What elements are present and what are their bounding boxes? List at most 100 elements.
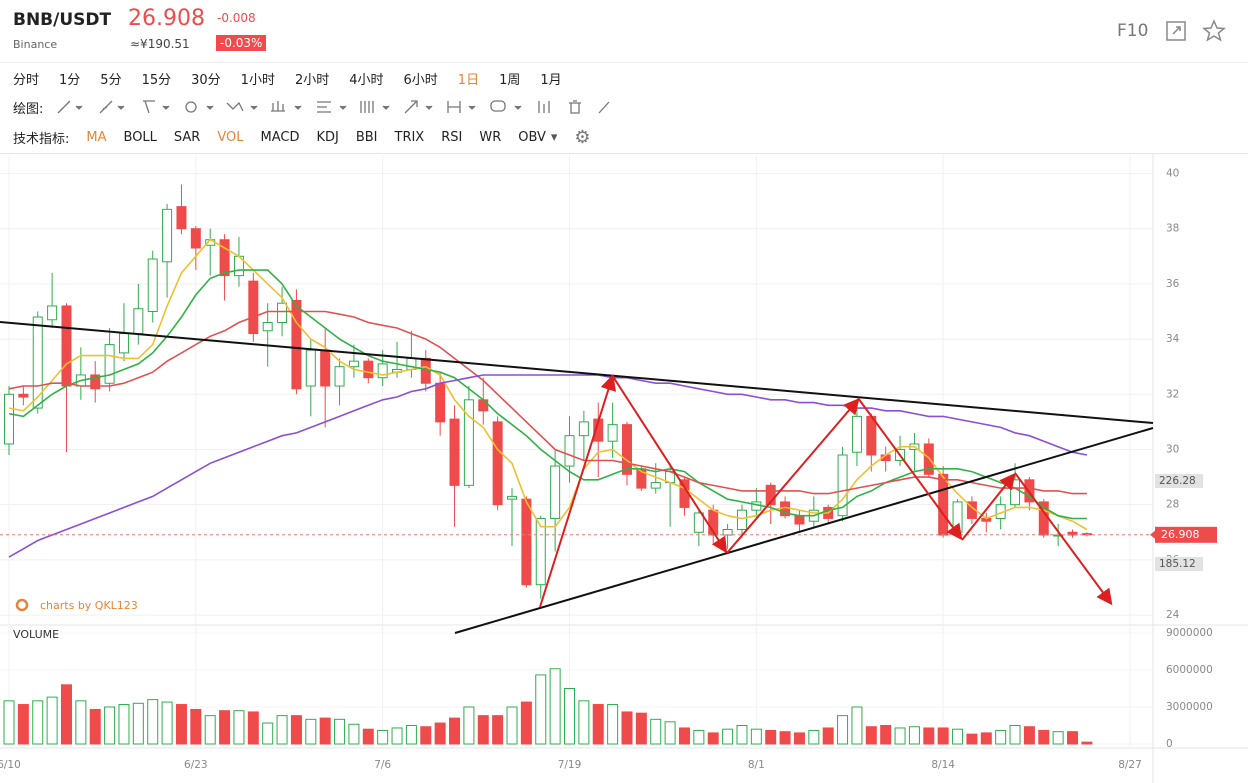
panel-title: VOLUME (13, 628, 59, 641)
indicator-tab[interactable]: BBI (355, 130, 378, 145)
trend-line (0, 321, 1154, 424)
volume-bar (334, 718, 346, 745)
candle-body (866, 415, 877, 456)
indicator-tab[interactable]: KDJ (316, 130, 339, 145)
candle-body (277, 302, 288, 324)
volume-bar (219, 710, 231, 745)
volume-bar (17, 704, 29, 745)
price-cny: ≈¥190.51 (130, 37, 190, 51)
volume-bar (635, 712, 647, 745)
y-tick-label: 3000000 (1166, 701, 1213, 713)
candle-body (794, 515, 805, 525)
period-tab[interactable]: 6小时 (403, 72, 438, 88)
volume-bar (276, 715, 288, 745)
volume-bar (779, 731, 791, 745)
dropdown-caret[interactable]: ▾ (550, 130, 558, 145)
candle-body (449, 418, 460, 486)
volume-bar (147, 699, 159, 745)
volume-bar (664, 721, 676, 745)
arrow (539, 374, 617, 608)
volume-bar (449, 717, 461, 745)
indicator-tab[interactable]: BOLL (123, 130, 157, 145)
trend-line (454, 427, 1154, 634)
volume-bar (1081, 741, 1093, 745)
x-tick-label: 8/1 (748, 759, 765, 771)
volume-bar (405, 725, 417, 745)
volume-bar (995, 729, 1007, 745)
period-tab[interactable]: 5分 (100, 72, 122, 88)
period-tab[interactable]: 1月 (540, 72, 562, 88)
volume-bar (305, 718, 317, 745)
volume-bar (89, 708, 101, 745)
volume-bar (420, 726, 432, 745)
ma-line (8, 310, 1087, 495)
candle-body (162, 208, 173, 263)
volume-bar (765, 729, 777, 745)
period-tab[interactable]: 15分 (141, 72, 172, 88)
arrow (961, 472, 1016, 541)
y-tick-label: 30 (1166, 443, 1179, 455)
drawing-bar: 绘图: (0, 92, 1248, 122)
period-tab[interactable]: 分时 (13, 72, 40, 88)
watermark-icon (15, 598, 29, 612)
volume-bar (391, 727, 403, 745)
last-price-pointer (1150, 530, 1155, 539)
f10-button[interactable]: F10 (1117, 21, 1149, 41)
candle-body (435, 382, 446, 423)
period-tab[interactable]: 2小时 (294, 72, 330, 88)
candle-body (248, 280, 259, 335)
period-tab[interactable]: 30分 (191, 72, 221, 88)
volume-bar (190, 708, 202, 745)
volume-bar (750, 728, 762, 745)
candle-body (348, 360, 359, 368)
volume-bar (894, 727, 906, 745)
volume-bar (3, 700, 15, 745)
axis-label-box (1155, 474, 1203, 488)
drawing-label: 绘图: (13, 101, 44, 117)
axis-label: 226.28 (1159, 475, 1196, 487)
indicator-tab[interactable]: TRIX (394, 130, 425, 145)
indicator-tab[interactable]: SAR (173, 130, 201, 145)
indicator-tab[interactable]: RSI (441, 130, 463, 145)
volume-bar (132, 702, 144, 745)
volume-bar (1052, 731, 1064, 745)
period-tab[interactable]: 1周 (499, 72, 521, 88)
indicator-tab[interactable]: VOL (217, 130, 244, 145)
fullscreen-icon[interactable] (1165, 20, 1187, 42)
volume-bar (520, 701, 532, 745)
drawing-tools[interactable] (55, 97, 615, 117)
y-tick-label: 36 (1166, 278, 1180, 290)
indicator-tab[interactable]: MA (86, 130, 107, 145)
indicator-tab[interactable]: MACD (260, 130, 300, 145)
candle-body (938, 473, 949, 536)
period-tab[interactable]: 4小时 (349, 72, 384, 88)
favorite-icon[interactable] (1202, 19, 1226, 43)
volume-bar (592, 704, 604, 745)
period-tab[interactable]: 1日 (457, 72, 480, 88)
settings-icon[interactable]: ⚙ (574, 127, 591, 148)
x-tick-label: 8/14 (931, 759, 955, 771)
symbol: BNB/USDT (13, 10, 112, 30)
y-tick-label: 9000000 (1166, 627, 1213, 639)
candle-body (104, 344, 115, 384)
period-tab[interactable]: 1分 (59, 72, 81, 88)
candle-body (61, 305, 72, 387)
volume-bar (319, 717, 331, 745)
indicator-tab[interactable]: WR (479, 130, 502, 145)
volume-bar (908, 726, 920, 745)
y-tick-label: 32 (1166, 388, 1179, 400)
watermark: charts by QKL123 (40, 599, 138, 612)
candle-body (492, 421, 503, 506)
y-tick-label: 6000000 (1166, 664, 1213, 676)
candle-body (190, 228, 201, 249)
ma-line (8, 374, 1088, 558)
volume-bar (793, 732, 805, 745)
volume-bar (980, 732, 992, 745)
volume-bar (880, 725, 892, 745)
indicator-tab[interactable]: OBV (518, 130, 546, 145)
candle-body (736, 509, 747, 531)
candle-body (837, 454, 848, 517)
candle-body (32, 316, 43, 409)
period-tab[interactable]: 1小时 (240, 72, 275, 88)
volume-bar (434, 722, 446, 745)
